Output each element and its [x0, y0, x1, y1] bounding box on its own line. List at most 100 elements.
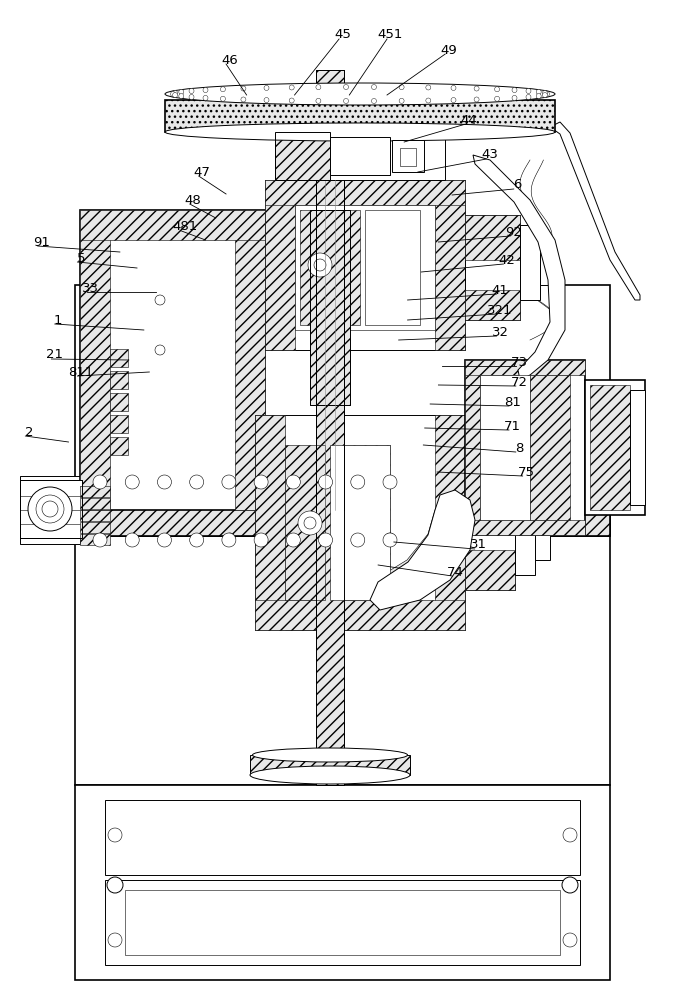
Circle shape [495, 96, 499, 101]
Bar [316, 180, 344, 785]
Bar [250, 755, 410, 775]
Bar [330, 445, 390, 600]
Circle shape [343, 98, 349, 103]
Bar [80, 484, 610, 536]
Bar [20, 480, 82, 538]
Circle shape [512, 88, 517, 93]
Circle shape [155, 295, 165, 305]
Circle shape [222, 533, 236, 547]
Circle shape [125, 475, 139, 489]
Polygon shape [550, 122, 640, 300]
Circle shape [385, 533, 395, 543]
Circle shape [474, 97, 479, 102]
Text: 321: 321 [487, 304, 513, 316]
Text: 91: 91 [33, 235, 49, 248]
Bar [465, 450, 515, 590]
Bar [316, 180, 344, 785]
Text: 1: 1 [54, 314, 62, 326]
Bar [20, 480, 82, 538]
Bar [465, 215, 520, 320]
Circle shape [286, 533, 300, 547]
Text: 31: 31 [470, 538, 486, 552]
Text: 46: 46 [221, 53, 238, 66]
Bar [110, 415, 128, 433]
Circle shape [264, 85, 269, 90]
Circle shape [155, 345, 165, 355]
Bar [165, 100, 555, 132]
Bar [275, 132, 445, 180]
Bar [265, 180, 295, 350]
Circle shape [107, 877, 123, 893]
Circle shape [225, 477, 235, 487]
Bar [125, 890, 560, 955]
Circle shape [314, 259, 326, 271]
Bar [465, 215, 520, 260]
Ellipse shape [260, 750, 400, 760]
Circle shape [319, 533, 332, 547]
Circle shape [289, 85, 294, 90]
Circle shape [399, 98, 404, 103]
Bar [585, 380, 645, 515]
Text: 33: 33 [82, 282, 99, 294]
Bar [255, 415, 465, 630]
Text: 81: 81 [504, 395, 521, 408]
Bar [330, 137, 390, 175]
Circle shape [451, 85, 456, 90]
Bar [630, 390, 645, 505]
Bar [275, 132, 330, 180]
Text: 74: 74 [447, 566, 464, 578]
Circle shape [385, 477, 395, 487]
Bar [110, 371, 128, 389]
Bar [80, 498, 110, 509]
Bar [535, 500, 550, 560]
Text: 8: 8 [515, 442, 523, 454]
Circle shape [426, 98, 431, 103]
Bar [400, 148, 416, 166]
Circle shape [343, 85, 349, 90]
Ellipse shape [250, 766, 410, 784]
Bar [265, 180, 465, 350]
Circle shape [241, 97, 246, 102]
Bar [235, 210, 265, 510]
Bar [365, 210, 420, 325]
Circle shape [222, 475, 236, 489]
Bar [590, 385, 630, 510]
Bar [80, 486, 110, 497]
Text: 2: 2 [25, 426, 33, 438]
Text: 44: 44 [461, 113, 477, 126]
Bar [520, 225, 540, 300]
Bar [20, 476, 80, 544]
Text: 73: 73 [511, 356, 527, 368]
Bar [530, 375, 570, 520]
Circle shape [254, 533, 268, 547]
Bar [540, 240, 550, 285]
Bar [80, 534, 110, 545]
Bar [80, 210, 110, 510]
Bar [435, 180, 465, 350]
Circle shape [316, 98, 321, 103]
Text: 49: 49 [440, 43, 457, 56]
Circle shape [254, 475, 268, 489]
Circle shape [512, 95, 517, 100]
Circle shape [171, 92, 175, 97]
Circle shape [563, 933, 577, 947]
Text: 32: 32 [492, 326, 508, 338]
Circle shape [108, 828, 122, 842]
Bar [110, 437, 128, 455]
Circle shape [536, 94, 541, 99]
Text: 43: 43 [482, 148, 498, 161]
Bar [30, 484, 70, 536]
Circle shape [304, 517, 316, 529]
Bar [22, 490, 50, 530]
Circle shape [203, 88, 208, 93]
Circle shape [221, 87, 225, 92]
Circle shape [158, 475, 171, 489]
Bar [392, 140, 424, 172]
Circle shape [371, 98, 377, 103]
Bar [435, 415, 465, 630]
Text: 6: 6 [513, 178, 521, 192]
Bar [255, 415, 285, 630]
Circle shape [495, 87, 499, 92]
Circle shape [316, 85, 321, 90]
Circle shape [158, 533, 171, 547]
